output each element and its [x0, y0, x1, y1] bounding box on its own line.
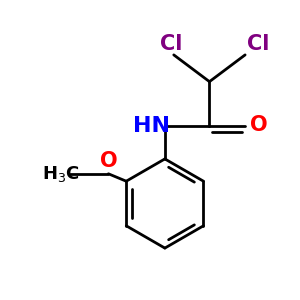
Text: Cl: Cl: [160, 34, 182, 55]
Text: HN: HN: [133, 116, 170, 136]
Text: O: O: [250, 115, 267, 135]
Text: H$_3$C: H$_3$C: [42, 164, 80, 184]
Text: O: O: [100, 151, 117, 171]
Text: Cl: Cl: [247, 34, 270, 55]
